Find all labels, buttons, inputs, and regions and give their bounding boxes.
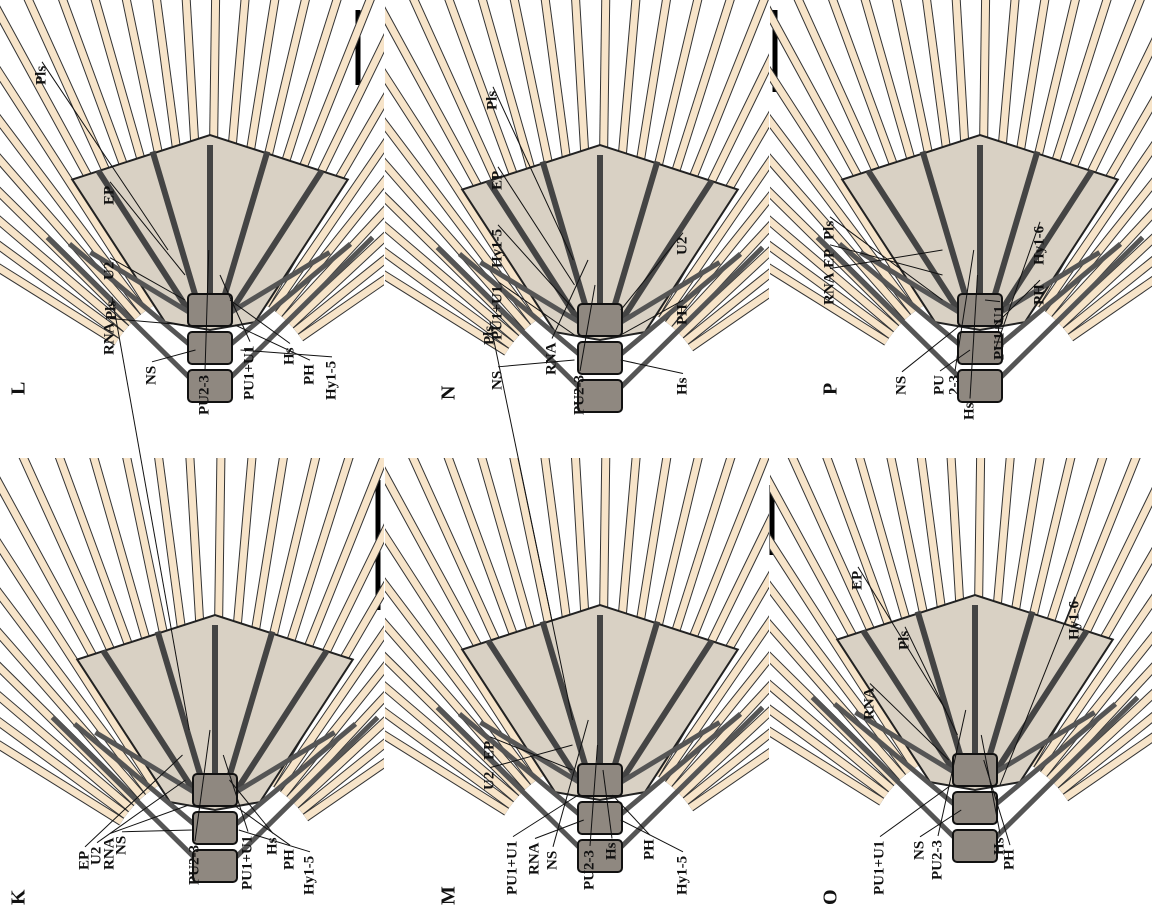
structure-label: Pls (484, 91, 500, 110)
vertebra (578, 764, 622, 796)
vertebra (188, 294, 232, 326)
vertebra (193, 812, 237, 844)
structure-label: NS (893, 376, 909, 395)
structure-label: NS (143, 366, 159, 385)
panel-letter: L (8, 382, 30, 395)
structure-label: Pls (821, 221, 837, 240)
structure-label: PH (1001, 849, 1017, 870)
structure-label: PH (641, 839, 657, 860)
structure-label: PU (931, 375, 947, 395)
leader-line (122, 830, 192, 832)
structure-label: U2 (101, 262, 117, 280)
structure-label: NS (544, 851, 560, 870)
structure-label: EP (481, 741, 497, 760)
structure-label: Hs (674, 377, 690, 395)
structure-label: Hy1-6 (1066, 600, 1082, 640)
structure-label: PU2-3 (186, 845, 202, 885)
structure-label: PH (1031, 284, 1047, 305)
structure-label: Hy1-5 (301, 856, 317, 895)
structure-label: U2 (674, 237, 690, 255)
vertebra (578, 802, 622, 834)
structure-label: U2 (481, 772, 497, 790)
leader-line (513, 795, 578, 837)
vertebra (953, 830, 997, 862)
leader-line (880, 785, 951, 837)
structure-label: RNA (543, 342, 559, 375)
structure-label: Hy1-5 (674, 856, 690, 895)
structure-label: Pls (896, 631, 912, 650)
structure-label: Hs (961, 402, 977, 420)
structure-label: Pls (481, 326, 497, 345)
structure-label: PU2-3 (196, 375, 212, 415)
structure-label: PU1+U1 (991, 306, 1007, 360)
structure-label: Hy1-5 (489, 229, 505, 268)
structure-label: PU1+U1 (504, 841, 520, 895)
structure-label: Hy1-5 (323, 361, 339, 400)
panel-letter: M (438, 886, 460, 905)
panel-letter: K (8, 889, 30, 905)
vertebra (958, 370, 1002, 402)
structure-label: PU1+U1 (241, 346, 257, 400)
structure-label: RNA (101, 322, 117, 355)
panel-letter: P (820, 383, 842, 395)
figure: LPlsEPU2RNANSPU2-3PU1+U1HsPHHy1-5KPlsEPU… (0, 0, 1152, 915)
structure-label: 2-3 (946, 375, 962, 395)
structure-label: PH (281, 849, 297, 870)
structure-label: RNA (526, 842, 542, 875)
vertebra (578, 304, 622, 336)
structure-label: PH (674, 304, 690, 325)
panel-letter: N (438, 385, 460, 400)
structure-label: EP (821, 249, 837, 268)
vertebra (953, 792, 997, 824)
structure-label: EP (849, 571, 865, 590)
leader-line (621, 360, 683, 373)
structure-label: Pls (103, 301, 119, 320)
vertebra (188, 332, 232, 364)
structure-label: RNA (861, 687, 877, 720)
leader-line (498, 360, 575, 367)
structure-label: PH (301, 364, 317, 385)
structure-label: NS (113, 836, 129, 855)
structure-label: NS (911, 841, 927, 860)
structure-label: PU1+U1 (871, 841, 887, 895)
vertebra (193, 774, 237, 806)
panel-letter: O (820, 889, 842, 905)
structure-label: PU2-3 (571, 375, 587, 415)
structure-label: RNA (821, 272, 837, 305)
structure-label: PU1+U1 (239, 836, 255, 890)
structure-label: Hy1-6 (1031, 225, 1047, 265)
structure-label: PU2-3 (929, 840, 945, 880)
structure-label: PU2-3 (581, 850, 597, 890)
structure-label: Hs (603, 842, 619, 860)
